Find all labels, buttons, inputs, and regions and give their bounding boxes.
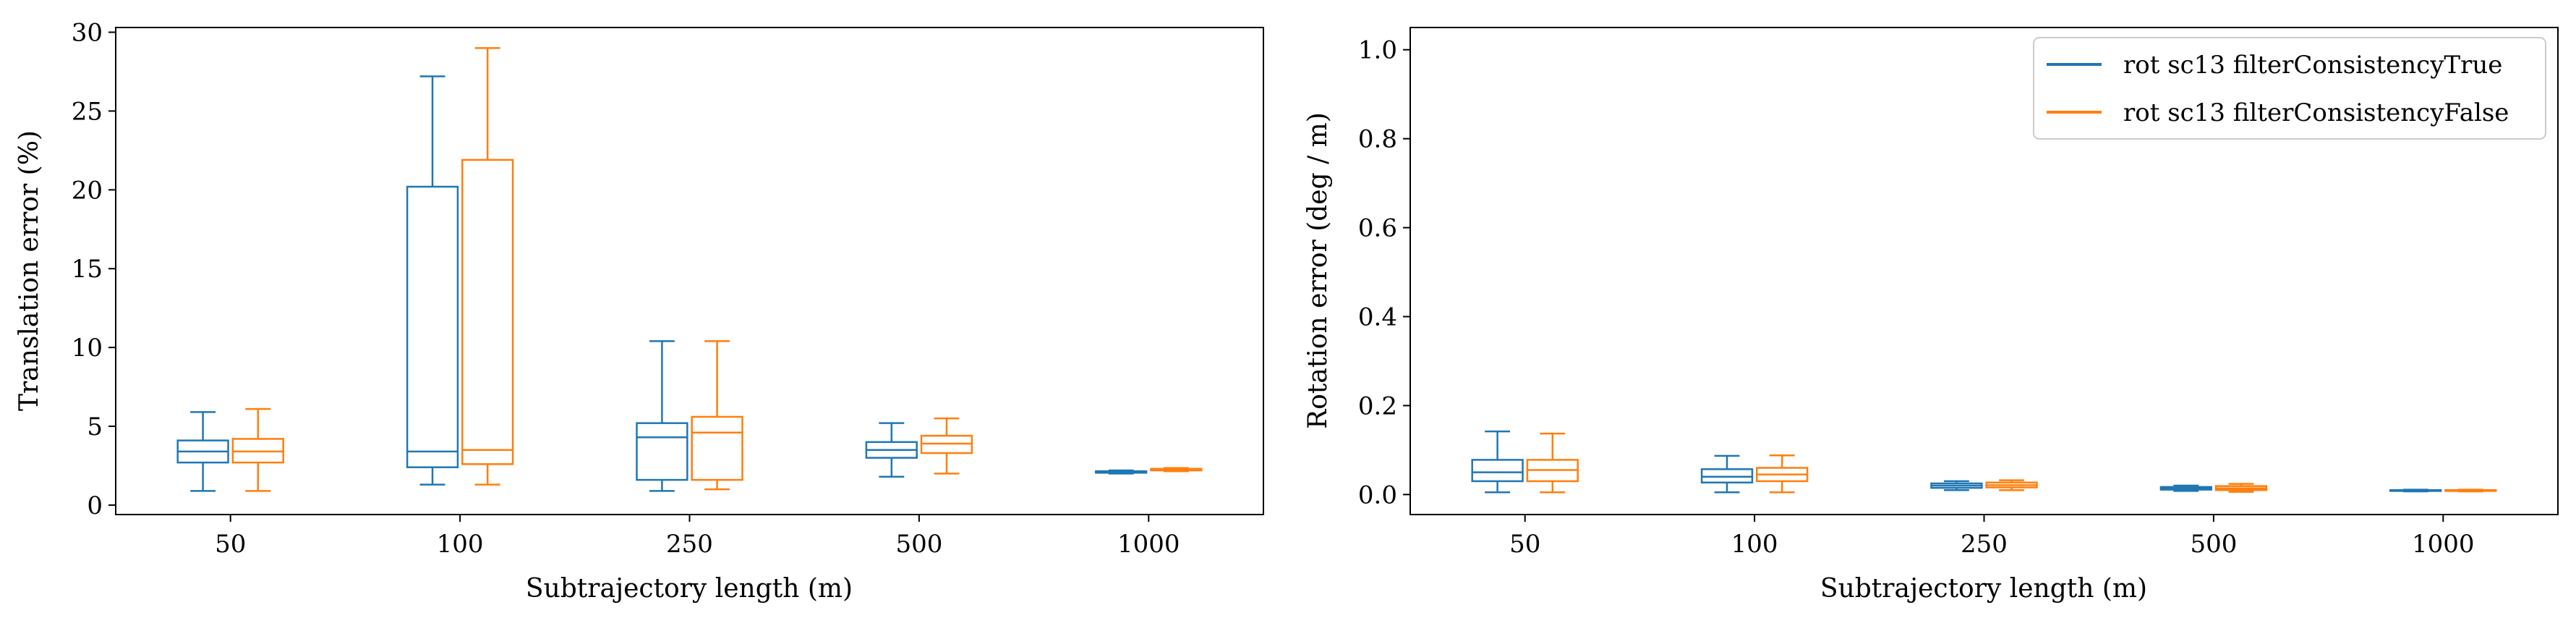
x-tick-label: 100 <box>437 530 484 559</box>
y-axis-label: Rotation error (deg / m) <box>1303 112 1333 429</box>
x-axis-label: Subtrajectory length (m) <box>526 574 853 604</box>
y-tick-label: 0 <box>87 491 103 520</box>
y-tick-label: 0.4 <box>1358 303 1397 331</box>
box-100-series-1 <box>1756 454 1809 494</box>
box-500-series-0 <box>2159 484 2212 492</box>
box-series <box>176 47 1203 492</box>
box-iqr <box>406 185 459 468</box>
y-tick-label: 10 <box>72 334 103 363</box>
y-tick-label: 0.2 <box>1358 392 1397 420</box>
x-tick-label: 100 <box>1731 530 1778 559</box>
translation-error-panel: 0 5 10 15 20 25 30 50 100 250 500 1000 Subtrajecto… <box>14 19 1264 604</box>
x-tick-label: 500 <box>895 530 942 559</box>
box-iqr <box>461 158 514 465</box>
box-series <box>1471 430 2497 494</box>
box-50-series-0 <box>176 411 229 492</box>
box-250-series-1 <box>1985 479 2038 491</box>
y-tick-label: 15 <box>72 255 103 284</box>
box-100-series-1 <box>461 47 514 486</box>
y-axis-label: Translation error (%) <box>14 130 44 411</box>
box-iqr <box>1471 459 1524 483</box>
y-tick-label: 25 <box>72 97 103 126</box>
y-tick-label: 0.8 <box>1358 125 1397 154</box>
y-tick-label: 1.0 <box>1358 36 1397 65</box>
box-50-series-1 <box>231 407 284 492</box>
rotation-error-panel: 0.0 0.2 0.4 0.6 0.8 1.0 50 100 250 500 1000 Subtr… <box>1303 27 2559 604</box>
legend-frame <box>2033 37 2546 140</box>
box-250-series-0 <box>1930 480 1983 491</box>
legend: rot sc13 filterConsistencyTrue rot sc13 … <box>2033 37 2546 140</box>
box-250-series-1 <box>691 340 743 491</box>
box-1000-series-1 <box>2444 488 2497 493</box>
box-iqr <box>636 422 688 481</box>
y-tick-label: 20 <box>72 176 103 205</box>
x-tick-label: 500 <box>2190 530 2237 559</box>
box-1000-series-1 <box>1150 467 1203 473</box>
x-tick-label: 250 <box>1961 530 2008 559</box>
box-iqr <box>691 415 743 481</box>
x-axis-ticks: 50 100 250 500 1000 <box>215 515 1180 559</box>
x-axis-ticks: 50 100 250 500 1000 <box>1509 515 2475 559</box>
y-tick-label: 5 <box>87 413 103 441</box>
legend-label-1: rot sc13 filterConsistencyFalse <box>2123 98 2509 127</box>
x-axis-label: Subtrajectory length (m) <box>1820 574 2147 604</box>
x-tick-label: 50 <box>215 530 246 559</box>
y-axis-ticks: 0 5 10 15 20 25 30 <box>72 19 116 520</box>
box-500-series-1 <box>920 417 973 475</box>
y-tick-label: 0.0 <box>1358 481 1397 509</box>
box-1000-series-0 <box>2389 488 2442 493</box>
plot-area-frame <box>115 27 1264 515</box>
x-tick-label: 50 <box>1509 530 1540 559</box>
x-tick-label: 1000 <box>2412 530 2475 559</box>
box-500-series-1 <box>2214 483 2268 493</box>
y-axis-ticks: 0.0 0.2 0.4 0.6 0.8 1.0 <box>1358 36 1410 509</box>
box-50-series-0 <box>1471 430 1524 494</box>
box-500-series-0 <box>865 422 918 478</box>
x-tick-label: 250 <box>666 530 713 559</box>
box-50-series-1 <box>1526 432 1579 494</box>
y-tick-label: 30 <box>72 19 103 48</box>
box-250-series-0 <box>636 340 688 492</box>
legend-label-0: rot sc13 filterConsistencyTrue <box>2123 51 2502 80</box>
box-100-series-0 <box>406 75 459 486</box>
box-1000-series-0 <box>1095 469 1148 475</box>
box-100-series-0 <box>1700 454 1754 494</box>
x-tick-label: 1000 <box>1117 530 1180 559</box>
y-tick-label: 0.6 <box>1358 214 1397 243</box>
